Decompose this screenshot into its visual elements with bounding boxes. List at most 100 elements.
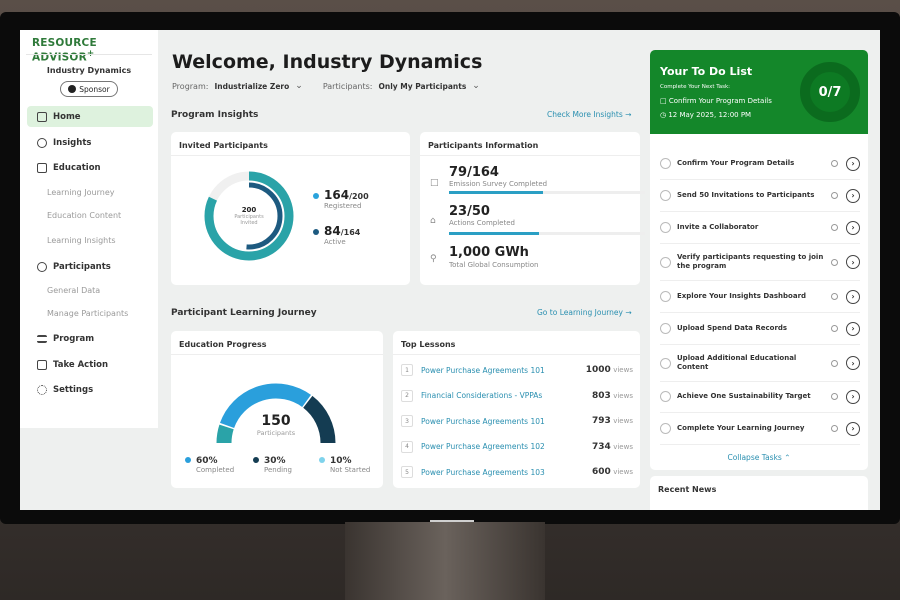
task-label: Confirm Your Program Details <box>677 159 795 167</box>
sponsor-icon <box>68 85 77 93</box>
lesson-title[interactable]: Power Purchase Agreements 101 <box>421 365 545 375</box>
todo-task[interactable]: Send 50 Invitations to Participants › <box>660 180 860 212</box>
chevron-down-icon[interactable]: ⌄ <box>295 81 303 91</box>
todo-task[interactable]: Confirm Your Program Details › <box>660 148 860 180</box>
sidebar-item-learning-journey[interactable]: Learning Journey <box>47 188 115 197</box>
participants-select[interactable]: Only My Participants <box>378 81 467 91</box>
sidebar-item-take-action[interactable]: Take Action <box>27 354 153 375</box>
task-label: Complete Your Learning Journey <box>677 424 805 432</box>
active-arc <box>215 182 283 250</box>
help-icon[interactable] <box>831 293 838 300</box>
chevron-right-icon[interactable]: › <box>846 421 860 436</box>
task-checkbox[interactable] <box>660 222 671 233</box>
sidebar-item-participants[interactable]: Participants <box>27 256 153 277</box>
help-icon[interactable] <box>831 224 838 231</box>
label: Program <box>53 333 95 344</box>
todo-progress-ring: 0/7 <box>800 62 860 122</box>
link-text: Go to Learning Journey <box>537 308 623 317</box>
chevron-right-icon[interactable]: › <box>846 255 860 269</box>
views-count: 734 <box>592 441 611 452</box>
task-checkbox[interactable] <box>660 291 671 302</box>
sidebar-item-settings[interactable]: Settings <box>27 379 153 400</box>
task-checkbox[interactable] <box>660 158 671 169</box>
todo-task[interactable]: Verify participants requesting to join t… <box>660 244 860 281</box>
task-checkbox[interactable] <box>660 323 671 334</box>
actions-value: 23/50 <box>449 204 490 219</box>
education-progress-card: Education Progress 150 Participants 60% C… <box>171 331 383 488</box>
lesson-row[interactable]: 3 Power Purchase Agreements 101 793 views <box>401 415 633 427</box>
sidebar-item-learning-insights[interactable]: Learning Insights <box>47 236 116 245</box>
help-icon[interactable] <box>831 425 838 432</box>
todo-task[interactable]: Upload Spend Data Records › <box>660 313 860 345</box>
arrow-right-icon: → <box>625 110 632 119</box>
sidebar-item-home[interactable]: Home <box>27 106 153 127</box>
help-icon[interactable] <box>831 359 838 367</box>
help-icon[interactable] <box>831 192 838 199</box>
help-icon[interactable] <box>831 160 838 167</box>
lesson-title[interactable]: Power Purchase Agreements 102 <box>421 442 545 451</box>
next-task[interactable]: □ Confirm Your Program Details <box>660 97 772 105</box>
label: Home <box>53 111 81 122</box>
sidebar-item-insights[interactable]: Insights <box>27 132 153 153</box>
lesson-title[interactable]: Financial Considerations - VPPAs <box>421 391 543 400</box>
progress-fill <box>449 232 540 235</box>
rank: 4 <box>401 440 413 453</box>
role-label: Sponsor <box>79 84 110 94</box>
registered-arc <box>204 171 294 261</box>
legend-dot <box>253 457 259 463</box>
lesson-row[interactable]: 4 Power Purchase Agreements 102 734 views <box>401 440 633 453</box>
filters: Program: Industrialize Zero ⌄ Participant… <box>172 81 494 91</box>
task-checkbox[interactable] <box>660 423 671 434</box>
logo[interactable]: RESOURCE ADVISOR+ <box>32 37 158 64</box>
label: Participants <box>53 261 111 272</box>
lesson-row[interactable]: 5 Power Purchase Agreements 103 600 views <box>401 466 633 478</box>
todo-task[interactable]: Explore Your Insights Dashboard › <box>660 281 860 313</box>
todo-task[interactable]: Upload Additional Educational Content › <box>660 345 860 382</box>
help-icon[interactable] <box>831 325 838 332</box>
legend-dot <box>313 229 319 235</box>
task-checkbox[interactable] <box>660 190 671 201</box>
help-icon[interactable] <box>831 258 838 266</box>
legend-completed: 60% Completed <box>185 456 234 474</box>
actions-progress <box>449 232 645 235</box>
lesson-title[interactable]: Power Purchase Agreements 103 <box>421 467 545 477</box>
chevron-right-icon[interactable]: › <box>846 356 860 370</box>
sidebar-item-education-content[interactable]: Education Content <box>47 211 122 220</box>
sidebar-item-education[interactable]: Education <box>27 157 153 178</box>
lesson-title[interactable]: Power Purchase Agreements 101 <box>421 416 545 426</box>
task-checkbox[interactable] <box>660 256 671 268</box>
chevron-down-icon[interactable]: ⌄ <box>472 81 480 91</box>
task-checkbox[interactable] <box>660 357 671 369</box>
sidebar-item-general-data[interactable]: General Data <box>47 286 101 295</box>
chevron-right-icon[interactable]: › <box>846 188 860 203</box>
help-icon[interactable] <box>831 393 838 400</box>
lesson-row[interactable]: 2 Financial Considerations - VPPAs 803 vie… <box>401 389 633 402</box>
task-label: Upload Spend Data Records <box>677 324 788 332</box>
check-more-insights-link[interactable]: Check More Insights → <box>547 110 631 119</box>
program-select[interactable]: Industrialize Zero <box>214 81 290 91</box>
task-checkbox[interactable] <box>660 391 671 402</box>
sidebar-item-manage-participants[interactable]: Manage Participants <box>47 309 129 318</box>
todo-title: Your To Do List <box>660 65 753 78</box>
chevron-right-icon[interactable]: › <box>846 289 860 304</box>
value: 84 <box>324 224 341 238</box>
lesson-row[interactable]: 1 Power Purchase Agreements 101 1000 views <box>401 364 633 376</box>
gauge-segment-pending <box>302 395 336 444</box>
task-label: Explore Your Insights Dashboard <box>677 292 807 300</box>
chevron-right-icon[interactable]: › <box>846 156 860 171</box>
legend-dot <box>185 457 191 463</box>
todo-task[interactable]: Achieve One Sustainability Target › <box>660 381 860 413</box>
chevron-right-icon[interactable]: › <box>846 389 860 404</box>
chevron-right-icon[interactable]: › <box>846 220 860 235</box>
todo-task[interactable]: Invite a Collaborator › <box>660 212 860 244</box>
book-icon <box>37 162 47 173</box>
collapse-tasks-button[interactable]: Collapse Tasks ⌃ <box>650 453 868 462</box>
sidebar-item-program[interactable]: Program <box>27 328 153 349</box>
house-icon: ⌂ <box>430 216 436 226</box>
card-title: Education Progress <box>171 331 383 355</box>
todo-task[interactable]: Complete Your Learning Journey › <box>660 413 860 445</box>
go-to-learning-journey-link[interactable]: Go to Learning Journey → <box>537 308 632 317</box>
people-icon <box>37 261 47 272</box>
actions-label: Actions Completed <box>449 219 515 227</box>
chevron-right-icon[interactable]: › <box>846 321 860 336</box>
